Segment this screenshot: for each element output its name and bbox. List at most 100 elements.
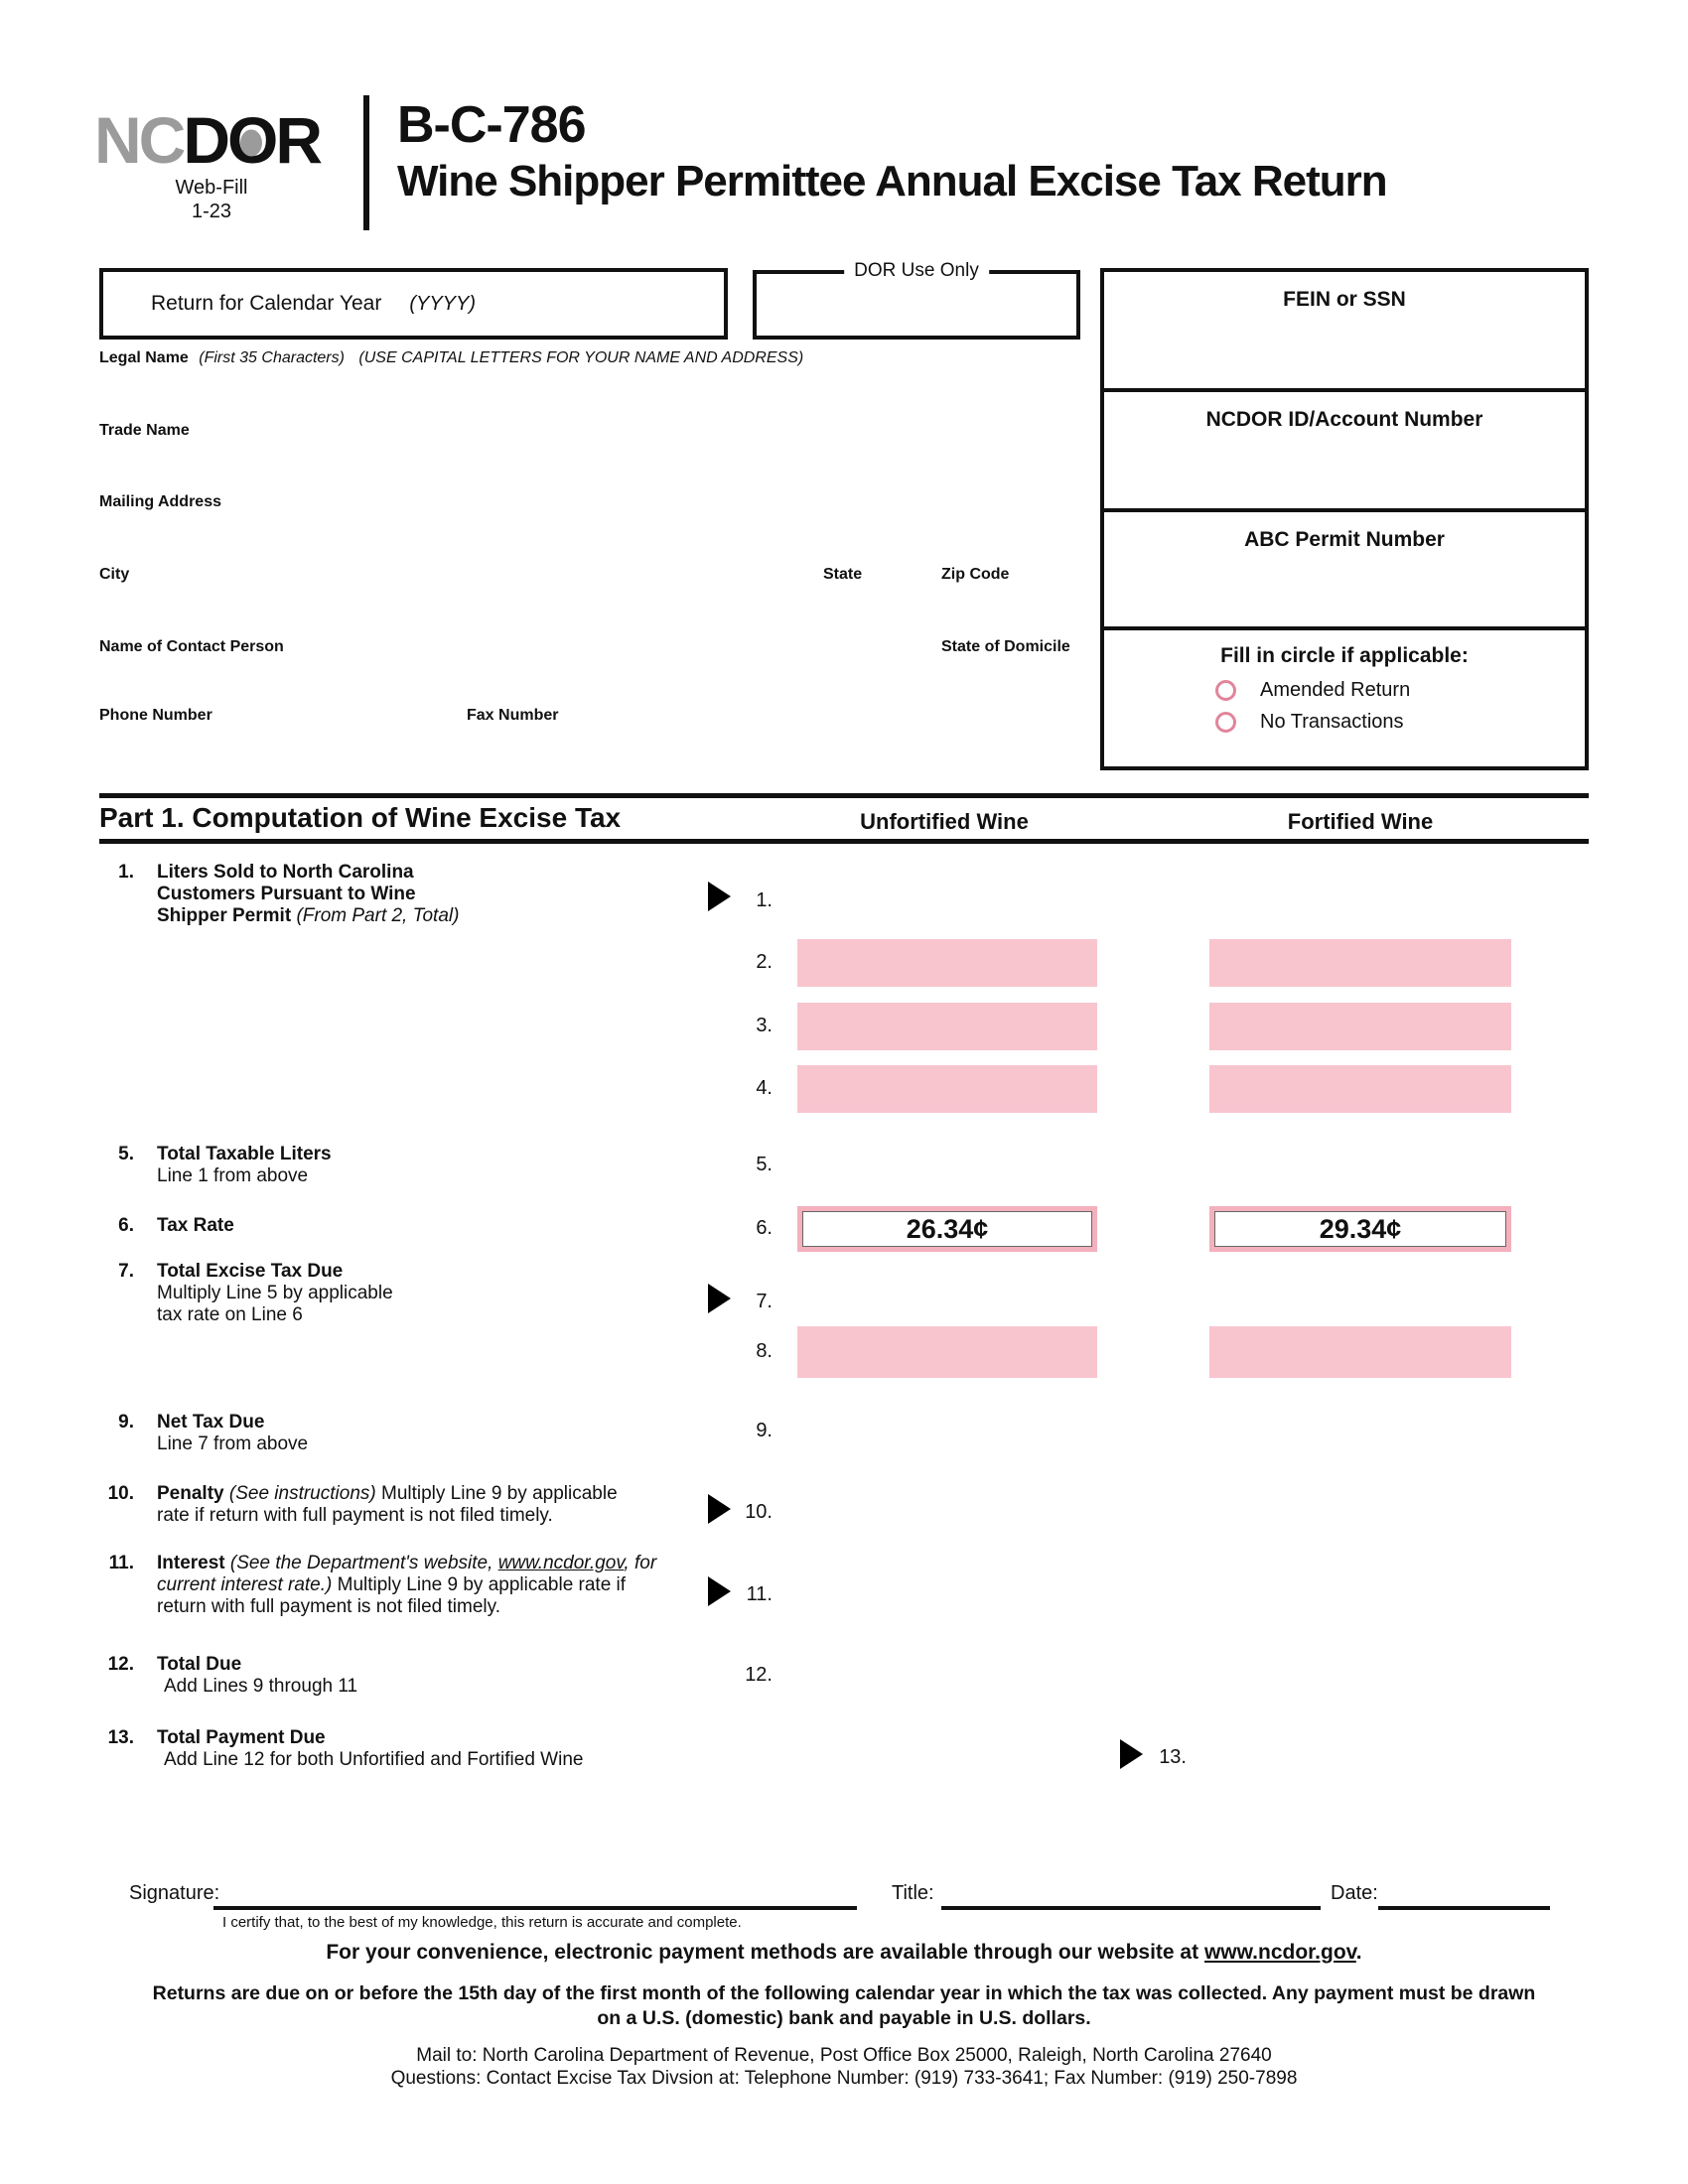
line12-cell-number: 12. xyxy=(745,1664,773,1686)
line1-number: 1. xyxy=(118,862,134,883)
line5-label: Total Taxable Liters Line 1 from above xyxy=(157,1144,332,1187)
logo-o: O xyxy=(227,107,278,173)
line9-label: Net Tax Due Line 7 from above xyxy=(157,1412,308,1455)
line6-number: 6. xyxy=(118,1215,134,1236)
line13-label-row1: Total Payment Due xyxy=(157,1727,326,1748)
tax-rate-fortified-value: 29.34¢ xyxy=(1214,1211,1506,1247)
trade-name-label: Trade Name xyxy=(99,422,190,439)
line1-cell-number: 1. xyxy=(756,889,773,911)
line1-label: Liters Sold to North Carolina Customers … xyxy=(157,862,459,927)
line12-label-row1: Total Due xyxy=(157,1654,242,1675)
line5-label-row2: Line 1 from above xyxy=(157,1165,309,1186)
due-date-notice-line1: Returns are due on or before the 15th da… xyxy=(152,1982,1536,2004)
zip-code-label: Zip Code xyxy=(941,566,1010,583)
calendar-year-label: Return for Calendar Year xyxy=(151,292,382,315)
state-label: State xyxy=(823,566,863,583)
signature-line[interactable] xyxy=(213,1906,857,1910)
line1-label-row2: Customers Pursuant to Wine xyxy=(157,884,416,904)
line13-cell-number: 13. xyxy=(1159,1746,1187,1768)
ncdor-id-label: NCDOR ID/Account Number xyxy=(1205,408,1483,431)
abc-permit-label: ABC Permit Number xyxy=(1244,528,1445,551)
line13-label: Total Payment Due Add Line 12 for both U… xyxy=(157,1727,583,1771)
line12-label-row2: Add Lines 9 through 11 xyxy=(164,1676,358,1697)
legal-name-note1: (First 35 Characters) xyxy=(199,349,345,366)
dor-use-only-box: DOR Use Only xyxy=(753,260,1080,340)
legal-name-label: Legal Name (First 35 Characters) (USE CA… xyxy=(99,349,803,367)
date-line[interactable] xyxy=(1378,1906,1550,1910)
ncdor-website-link[interactable]: www.ncdor.gov xyxy=(497,1553,625,1573)
ncdor-id-cell[interactable]: NCDOR ID/Account Number xyxy=(1104,392,1585,512)
line6-label: Tax Rate xyxy=(157,1215,234,1236)
title-line[interactable] xyxy=(941,1906,1321,1910)
dor-use-only-label: DOR Use Only xyxy=(844,260,989,282)
amended-return-circle[interactable] xyxy=(1215,680,1236,701)
epayment-notice: For your convenience, electronic payment… xyxy=(326,1941,1362,1964)
epayment-text: For your convenience, electronic payment… xyxy=(326,1941,1204,1964)
line3-cell-number: 3. xyxy=(756,1015,773,1036)
certify-statement: I certify that, to the best of my knowle… xyxy=(222,1914,742,1931)
line11-number: 11. xyxy=(108,1553,134,1573)
mailing-address-label: Mailing Address xyxy=(99,493,221,510)
line5-number: 5. xyxy=(118,1144,134,1164)
line11-label-row1: Interest (See the Department's website, … xyxy=(157,1553,657,1573)
webfill-label: Web-Fill xyxy=(175,177,248,199)
calendar-year-hint: (YYYY) xyxy=(409,292,476,315)
amended-return-option: Amended Return xyxy=(1215,679,1585,702)
abc-permit-cell[interactable]: ABC Permit Number xyxy=(1104,512,1585,630)
part1-top-rule xyxy=(99,793,1589,798)
line1-label-row1: Liters Sold to North Carolina xyxy=(157,862,414,883)
line13-number: 13. xyxy=(107,1727,134,1748)
line13-label-row2: Add Line 12 for both Unfortified and For… xyxy=(164,1749,584,1770)
calendar-year-box[interactable]: Return for Calendar Year (YYYY) xyxy=(99,268,728,340)
no-transactions-option: No Transactions xyxy=(1215,711,1585,734)
line10-label: Penalty (See instructions) Multiply Line… xyxy=(157,1483,618,1527)
line4-unfortified-box xyxy=(797,1065,1097,1113)
line1-arrow-icon xyxy=(708,882,731,911)
line5-label-row1: Total Taxable Liters xyxy=(157,1144,332,1164)
line11-arrow-icon xyxy=(708,1576,731,1606)
line8-unfortified-box xyxy=(797,1326,1097,1378)
line3-unfortified-box xyxy=(797,1003,1097,1050)
line9-label-row1: Net Tax Due xyxy=(157,1412,265,1433)
line10-label-row2: rate if return with full payment is not … xyxy=(157,1505,553,1526)
title-label: Title: xyxy=(892,1882,934,1904)
id-boxes: FEIN or SSN NCDOR ID/Account Number ABC … xyxy=(1100,268,1589,770)
unfortified-column-header: Unfortified Wine xyxy=(860,809,1029,834)
due-date-notice-line2: on a U.S. (domestic) bank and payable in… xyxy=(597,2007,1091,2029)
tax-rate-unfortified-value: 26.34¢ xyxy=(802,1211,1092,1247)
line5-cell-number: 5. xyxy=(756,1154,773,1175)
line4-cell-number: 4. xyxy=(756,1077,773,1099)
line4-fortified-box xyxy=(1209,1065,1511,1113)
form-title: Wine Shipper Permittee Annual Excise Tax… xyxy=(397,157,1388,205)
logo-o-dot xyxy=(240,129,263,157)
no-transactions-circle[interactable] xyxy=(1215,712,1236,733)
line3-fortified-box xyxy=(1209,1003,1511,1050)
fill-circle-cell: Fill in circle if applicable: Amended Re… xyxy=(1104,630,1585,756)
line8-fortified-box xyxy=(1209,1326,1511,1378)
legal-name-text: Legal Name xyxy=(99,349,189,366)
line7-cell-number: 7. xyxy=(756,1291,773,1312)
footer-ncdor-link[interactable]: www.ncdor.gov xyxy=(1203,1941,1356,1964)
logo-d: D xyxy=(183,103,230,177)
line1-label-row3: Shipper Permit (From Part 2, Total) xyxy=(157,905,460,926)
line11-cell-number: 11. xyxy=(746,1583,773,1605)
fill-circle-title: Fill in circle if applicable: xyxy=(1220,644,1469,667)
line10-cell-number: 10. xyxy=(745,1501,773,1523)
signature-label: Signature: xyxy=(129,1882,220,1904)
line9-number: 9. xyxy=(118,1412,134,1433)
line10-arrow-icon xyxy=(708,1494,731,1524)
state-of-domicile-label: State of Domicile xyxy=(941,638,1070,655)
line11-label: Interest (See the Department's website, … xyxy=(157,1553,656,1618)
logo-nc: NC xyxy=(94,103,186,177)
legal-name-note2: (USE CAPITAL LETTERS FOR YOUR NAME AND A… xyxy=(358,349,804,366)
line13-arrow-icon xyxy=(1120,1739,1143,1769)
line7-arrow-icon xyxy=(708,1284,731,1313)
phone-number-label: Phone Number xyxy=(99,707,212,724)
fein-cell[interactable]: FEIN or SSN xyxy=(1104,272,1585,392)
city-label: City xyxy=(99,566,130,583)
line2-cell-number: 2. xyxy=(756,951,773,973)
line12-label: Total Due Add Lines 9 through 11 xyxy=(157,1654,357,1698)
line10-label-row1: Penalty (See instructions) Multiply Line… xyxy=(157,1483,618,1504)
line8-cell-number: 8. xyxy=(756,1340,773,1362)
